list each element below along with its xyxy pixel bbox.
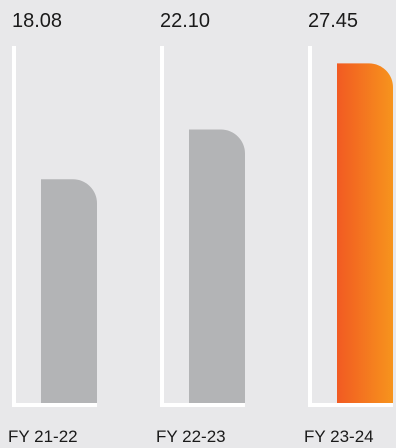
- axis-bracket: [308, 46, 393, 407]
- bar-highlight: [337, 63, 393, 403]
- category-label: FY 22-23: [156, 427, 226, 446]
- value-label: 22.10: [160, 10, 210, 32]
- value-label: 18.08: [12, 10, 62, 32]
- bar-group: 27.45 FY 23-24: [304, 10, 393, 446]
- axis-bracket: [12, 46, 97, 407]
- value-label: 27.45: [308, 10, 358, 32]
- bar-group: 18.08 FY 21-22: [8, 10, 97, 446]
- bar: [41, 179, 97, 403]
- category-label: FY 23-24: [304, 427, 374, 446]
- bar: [189, 129, 246, 403]
- bar-group: 22.10 FY 22-23: [156, 10, 246, 446]
- category-label: FY 21-22: [8, 427, 78, 446]
- axis-bracket: [160, 46, 245, 407]
